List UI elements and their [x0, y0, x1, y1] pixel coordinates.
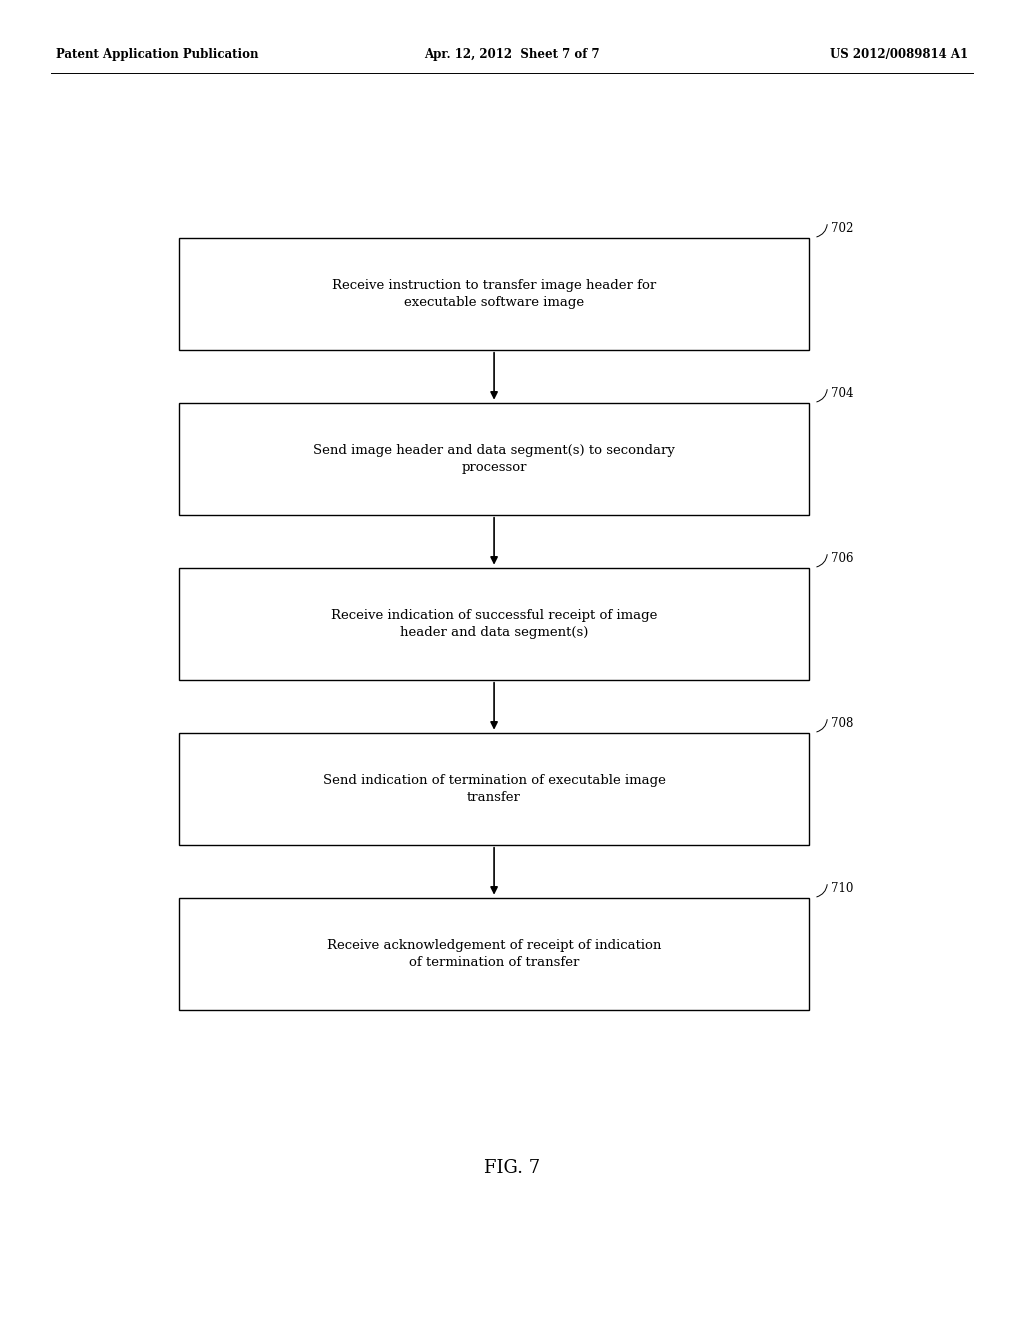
- Bar: [179, 238, 809, 350]
- Text: Apr. 12, 2012  Sheet 7 of 7: Apr. 12, 2012 Sheet 7 of 7: [424, 48, 600, 61]
- Bar: [179, 898, 809, 1010]
- Text: 706: 706: [831, 552, 854, 565]
- Text: Patent Application Publication: Patent Application Publication: [56, 48, 259, 61]
- Text: Send image header and data segment(s) to secondary
processor: Send image header and data segment(s) to…: [313, 444, 675, 474]
- Text: Receive acknowledgement of receipt of indication
of termination of transfer: Receive acknowledgement of receipt of in…: [327, 939, 662, 969]
- Text: 710: 710: [831, 882, 854, 895]
- Bar: [179, 403, 809, 515]
- Bar: [179, 733, 809, 845]
- Text: 702: 702: [831, 222, 854, 235]
- Text: Receive instruction to transfer image header for
executable software image: Receive instruction to transfer image he…: [332, 279, 656, 309]
- Text: Receive indication of successful receipt of image
header and data segment(s): Receive indication of successful receipt…: [331, 609, 657, 639]
- Text: US 2012/0089814 A1: US 2012/0089814 A1: [829, 48, 968, 61]
- Bar: [179, 568, 809, 680]
- Text: Send indication of termination of executable image
transfer: Send indication of termination of execut…: [323, 774, 666, 804]
- Text: 704: 704: [831, 387, 854, 400]
- Text: FIG. 7: FIG. 7: [484, 1159, 540, 1177]
- Text: 708: 708: [831, 717, 854, 730]
